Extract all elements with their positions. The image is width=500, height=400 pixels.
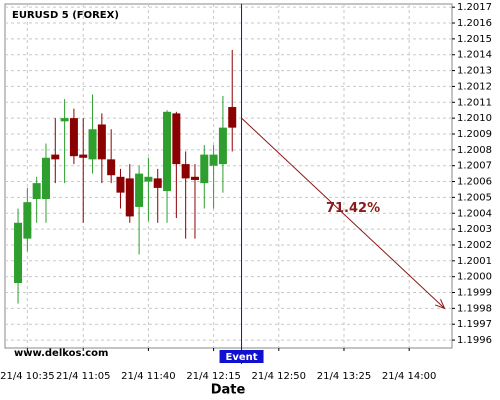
y-tick-label: 1.2000 — [457, 272, 492, 283]
x-tick-label: 21/4 14:00 — [382, 371, 436, 382]
x-axis-title: Date — [211, 383, 246, 398]
candle-body — [79, 154, 88, 158]
y-tick-label: 1.1996 — [457, 335, 492, 346]
candle-body — [51, 154, 60, 160]
forecast-label: 71.42% — [326, 201, 380, 216]
candle-body — [163, 111, 172, 192]
candle-body — [107, 159, 116, 176]
candle-body — [69, 118, 78, 157]
candle-body — [32, 183, 41, 199]
x-tick-label: 21/4 10:35 — [0, 371, 54, 382]
y-tick-label: 1.1998 — [457, 303, 492, 314]
x-tick-label: 21/4 11:40 — [121, 371, 175, 382]
x-tick-label: 21/4 11:05 — [56, 371, 110, 382]
candle-body — [41, 157, 50, 199]
y-tick-label: 1.2015 — [457, 34, 492, 45]
y-tick-label: 1.2009 — [457, 129, 492, 140]
x-tick-label: 21/4 12:50 — [252, 371, 306, 382]
y-tick-label: 1.2010 — [457, 113, 492, 124]
y-tick-label: 1.1999 — [457, 288, 492, 299]
candle-body — [181, 164, 190, 179]
y-tick-label: 1.2012 — [457, 81, 492, 92]
y-tick-label: 1.2005 — [457, 192, 492, 203]
y-tick-label: 1.2002 — [457, 240, 492, 251]
candle-body — [144, 176, 153, 182]
y-tick-label: 1.2011 — [457, 97, 492, 108]
candle-body — [23, 202, 32, 239]
y-tick-label: 1.2016 — [457, 18, 492, 29]
candle-body — [60, 118, 69, 122]
x-tick-label: 21/4 13:25 — [317, 371, 371, 382]
y-tick-label: 1.2013 — [457, 66, 492, 77]
candle-body — [97, 124, 106, 160]
candle-body — [14, 222, 23, 284]
candle-body — [153, 178, 162, 188]
y-tick-label: 1.2001 — [457, 256, 492, 267]
event-label: Event — [226, 352, 258, 363]
candle-body — [228, 107, 237, 128]
candle-body — [135, 173, 144, 207]
chart-title: EURUSD 5 (FOREX) — [12, 10, 119, 21]
forecast-arrow — [241, 117, 445, 309]
candle-body — [172, 113, 181, 165]
candle-body — [209, 154, 218, 166]
y-tick-label: 1.2007 — [457, 161, 492, 172]
y-tick-label: 1.2003 — [457, 224, 492, 235]
candle-body — [116, 176, 125, 193]
candle-body — [190, 176, 199, 180]
x-tick-label: 21/4 12:15 — [186, 371, 240, 382]
event-box — [219, 350, 264, 363]
candle-body — [88, 129, 97, 160]
y-tick-label: 1.2014 — [457, 50, 492, 61]
candle-body — [200, 154, 209, 184]
y-tick-label: 1.1997 — [457, 319, 492, 330]
watermark: www.delkos.com — [14, 348, 108, 359]
y-tick-label: 1.2017 — [457, 2, 492, 13]
plot-area — [4, 3, 453, 349]
y-tick-label: 1.2008 — [457, 145, 492, 156]
candle-body — [218, 127, 227, 165]
candle-body — [125, 178, 134, 217]
arrow-head — [434, 299, 446, 310]
y-tick-label: 1.2004 — [457, 208, 492, 219]
y-tick-label: 1.2006 — [457, 177, 492, 188]
